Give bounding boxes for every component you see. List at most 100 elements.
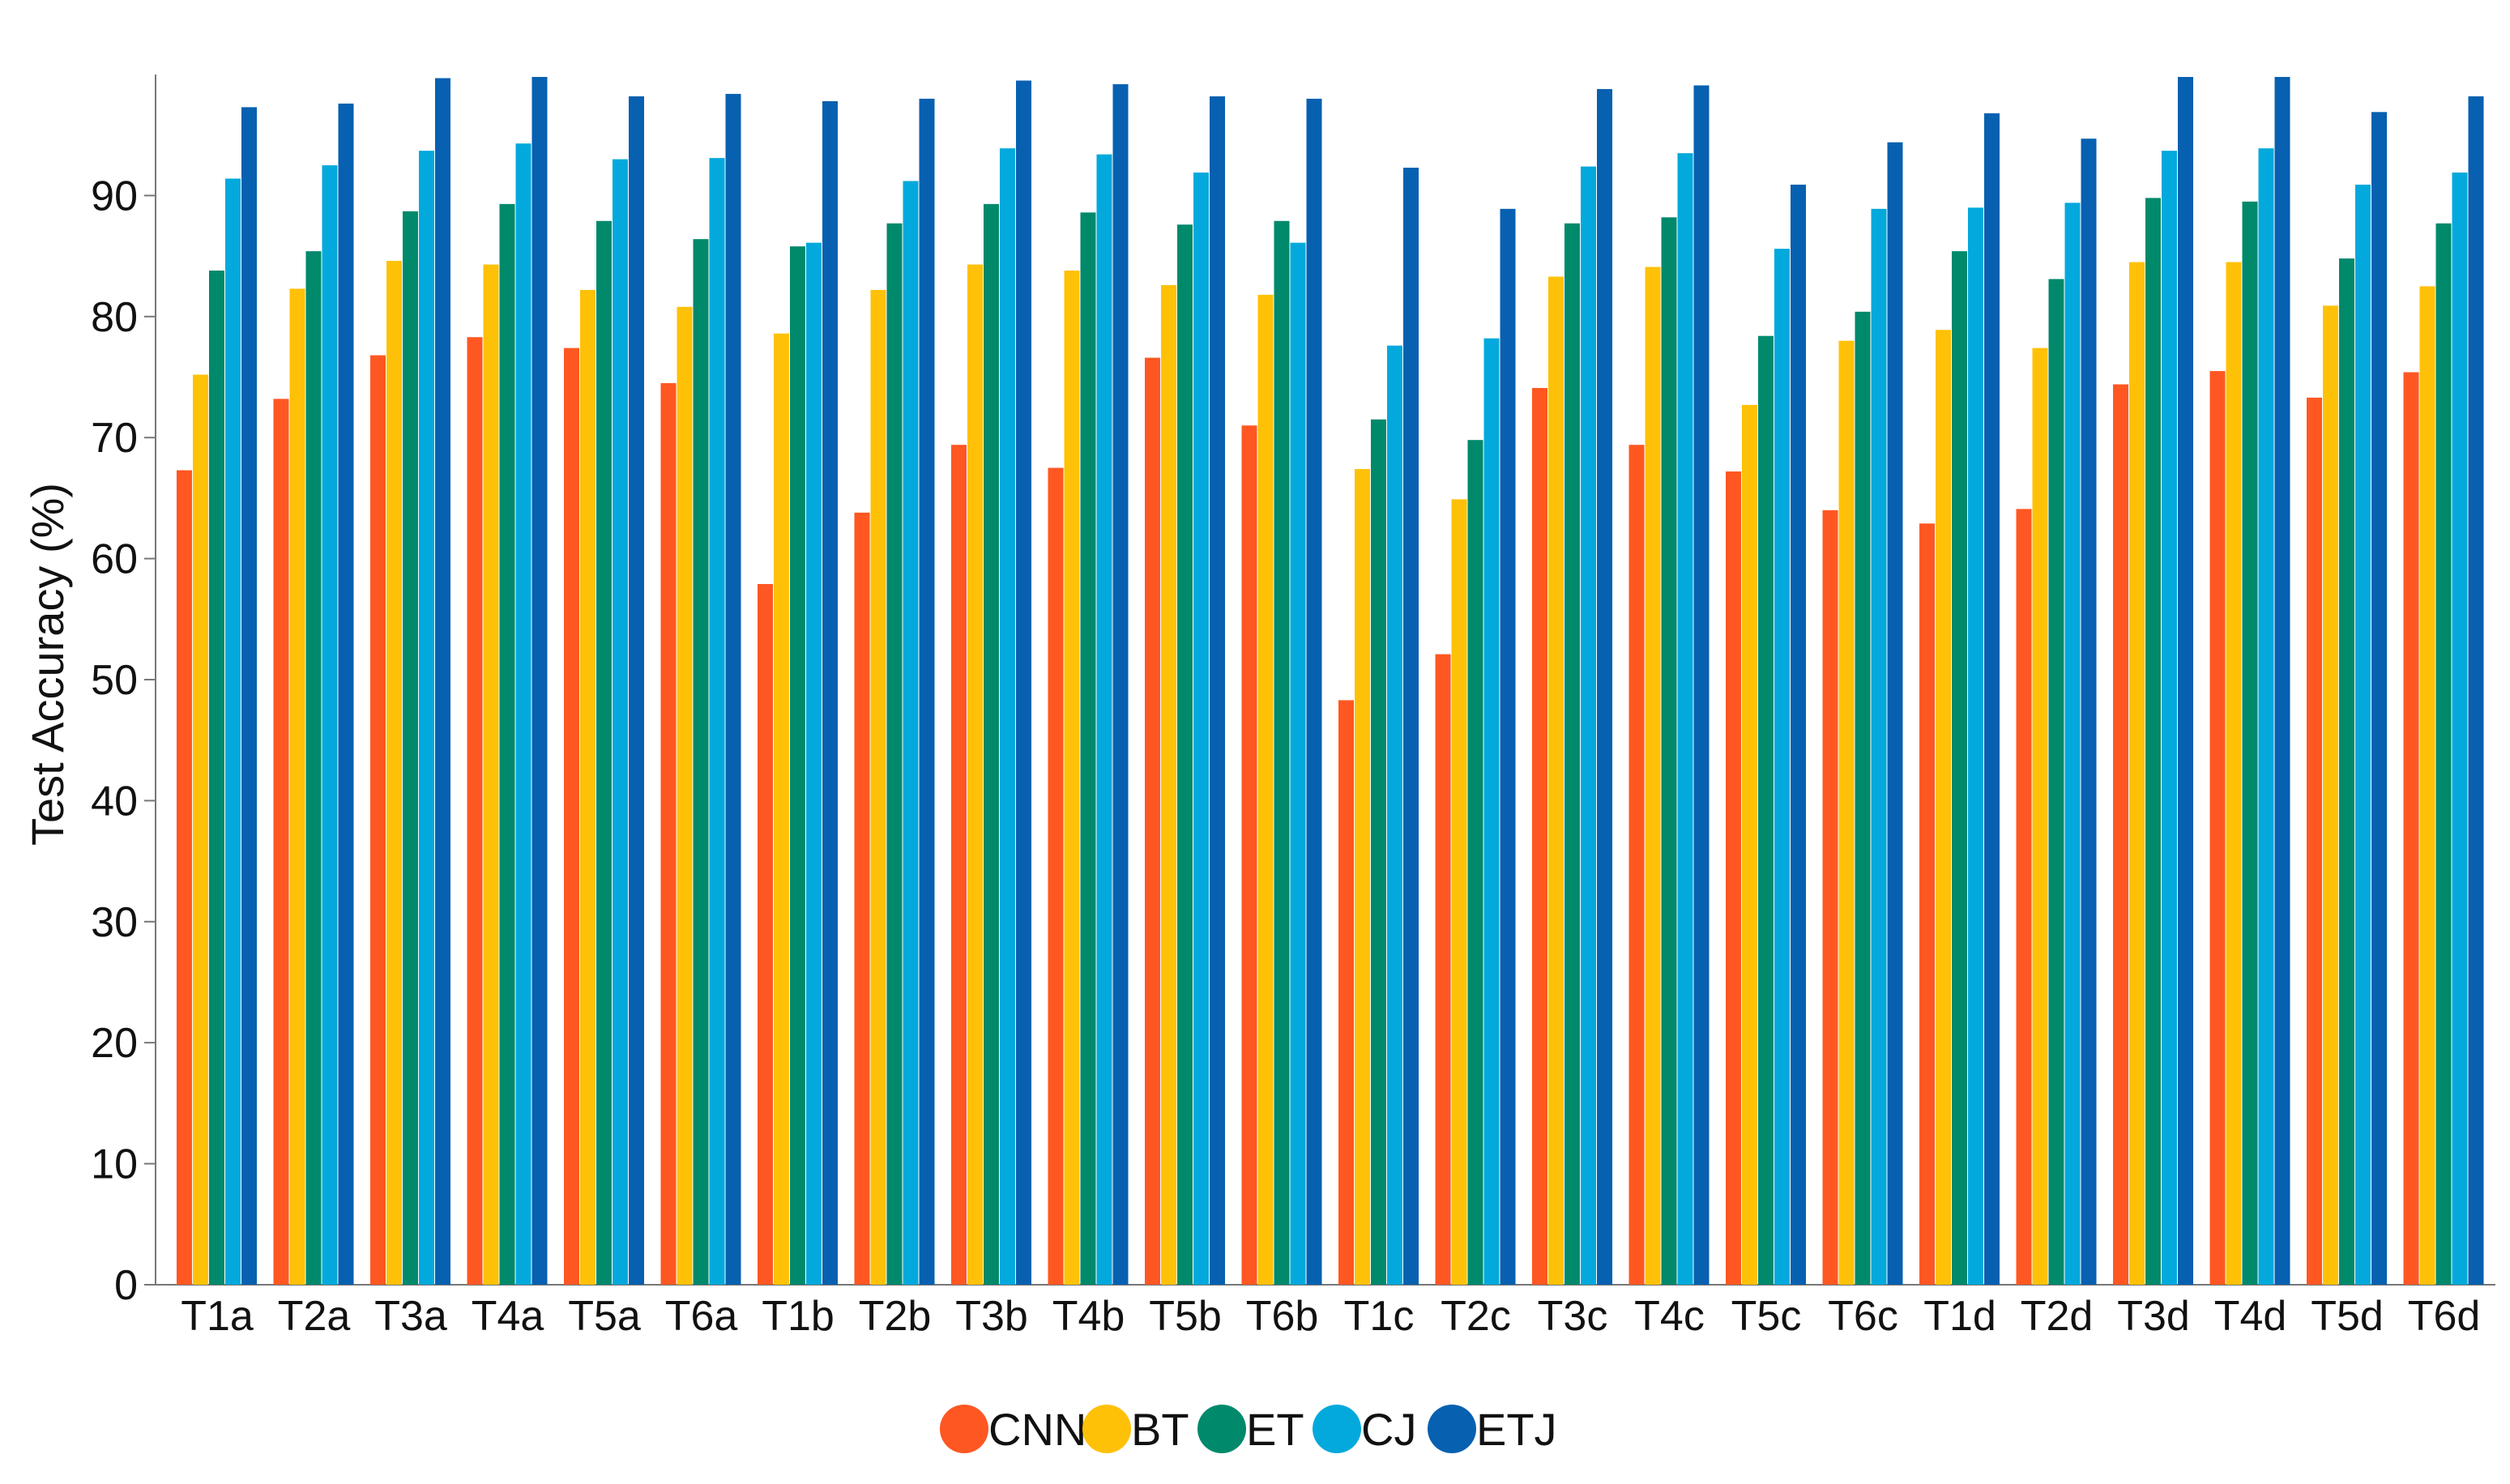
bar-BT-T2b [870,289,886,1285]
x-tick-label: T2b [859,1293,932,1340]
x-tick-label: T4a [472,1293,544,1340]
bar-BT-T2c [1451,499,1467,1285]
y-tick-label: 80 [91,294,138,341]
x-axis-ticks: T1a T2a T3a T4a T5a T6a T1b T2b T3b T4b T5b T6b T1c T… [181,1293,2480,1340]
y-tick-label: 40 [91,778,138,825]
bar-ET-T1c [1371,419,1386,1285]
bar-group-T4d [2209,76,2290,1285]
bar-BT-T4a [483,264,499,1286]
bar-ET-T2c [1467,440,1483,1285]
bar-BT-T2a [289,288,305,1285]
legend-swatch-CNN [940,1405,988,1453]
legend-swatch-BT [1082,1405,1131,1453]
legend-swatch-ET [1197,1405,1246,1453]
bar-CNN-T6a [660,382,677,1286]
bar-ET-T6b [1274,220,1290,1286]
x-tick-label: T6d [2408,1293,2481,1340]
bar-group-T5b [1145,96,1225,1286]
x-tick-label: T6a [665,1293,738,1340]
bar-CJ-T6a [709,158,725,1286]
x-tick-label: T3d [2117,1293,2190,1340]
y-tick-label: 0 [114,1262,138,1309]
bar-BT-T5d [2323,305,2338,1285]
bar-group-T1a [177,107,257,1286]
bar-ETJ-T3a [435,78,450,1285]
bar-group-T1b [758,100,838,1286]
bar-BT-T1d [1936,330,1951,1285]
x-tick-label: T3a [374,1293,447,1340]
bar-CNN-T5b [1145,357,1160,1286]
bar-ETJ-T1a [241,107,257,1285]
bar-CJ-T5a [613,159,628,1286]
bar-CJ-T4c [1677,153,1693,1286]
bar-group-T6b [1241,98,1322,1286]
bar-CJ-T2b [903,181,919,1285]
legend-item-CJ: CJ [1313,1404,1416,1455]
bar-CJ-T3c [1581,166,1596,1286]
x-tick-label: T3c [1538,1293,1608,1340]
legend-label-ETJ: ETJ [1476,1404,1557,1455]
x-tick-label: T1c [1344,1293,1415,1340]
bar-CNN-T3d [2113,384,2128,1285]
bar-BT-T1b [774,333,789,1285]
bar-group-T3d [2113,76,2193,1286]
bar-group-T3b [951,80,1031,1286]
bar-ET-T5a [596,220,612,1286]
bar-CNN-T2d [2016,509,2032,1285]
y-tick-label: 20 [91,1020,138,1067]
bar-group-T1d [1919,113,2000,1286]
bar-ETJ-T2d [2081,139,2097,1285]
bar-CNN-T5c [1726,471,1741,1285]
bar-BT-T6d [2419,286,2435,1286]
x-tick-label: T1a [181,1293,254,1340]
bar-ET-T1a [209,271,224,1285]
bar-BT-T5a [580,289,595,1285]
bar-ETJ-T6d [2468,96,2484,1286]
bar-CJ-T6d [2452,173,2468,1285]
bar-CJ-T5c [1774,249,1790,1285]
y-tick-label: 10 [91,1141,138,1188]
legend-label-CJ: CJ [1361,1404,1416,1455]
bar-ETJ-T3c [1597,88,1612,1286]
bar-ETJ-T1c [1403,168,1419,1286]
bar-group-T6c [1822,142,1903,1286]
bar-CJ-T6b [1290,242,1306,1285]
bar-CNN-T4c [1629,445,1645,1285]
x-tick-label: T1b [762,1293,835,1340]
bar-BT-T3a [386,261,402,1286]
bar-BT-T6c [1838,340,1855,1286]
bar-CJ-T1c [1387,345,1402,1285]
bar-CJ-T4a [515,143,531,1286]
bar-CNN-T3b [951,445,967,1285]
bar-ETJ-T6b [1306,98,1322,1285]
bar-ETJ-T4a [531,76,548,1285]
bar-group-T1c [1338,168,1419,1286]
bar-CJ-T2a [322,165,338,1285]
bar-ETJ-T6a [725,93,741,1285]
bar-BT-T4b [1064,271,1080,1285]
x-tick-label: T5c [1731,1293,1802,1340]
y-axis-title: Test Accuracy (%) [22,483,73,846]
bar-group-T4b [1048,83,1129,1285]
bar-ET-T1d [1952,251,1967,1285]
bar-ETJ-T5d [2371,112,2387,1286]
bar-group-T3a [370,78,450,1286]
plot-area [155,75,2495,1286]
x-tick-label: T4c [1634,1293,1705,1340]
bar-ET-T6d [2435,223,2452,1286]
bar-BT-T2d [2032,348,2048,1285]
bar-group-T2d [2016,139,2097,1286]
bar-ET-T1b [790,246,805,1286]
bar-ET-T6c [1855,311,1871,1286]
bar-CNN-T5a [564,348,579,1285]
bar-BT-T5c [1742,404,1757,1285]
bar-ETJ-T3b [1016,80,1031,1286]
legend-item-ET: ET [1197,1404,1304,1455]
bar-CNN-T4b [1048,467,1064,1285]
bar-ETJ-T5c [1791,184,1806,1286]
bar-CNN-T1a [177,470,192,1285]
bar-group-T6a [660,93,741,1286]
y-tick-label: 90 [91,173,138,220]
bar-CNN-T4a [467,337,483,1285]
bar-CJ-T1b [806,242,822,1285]
